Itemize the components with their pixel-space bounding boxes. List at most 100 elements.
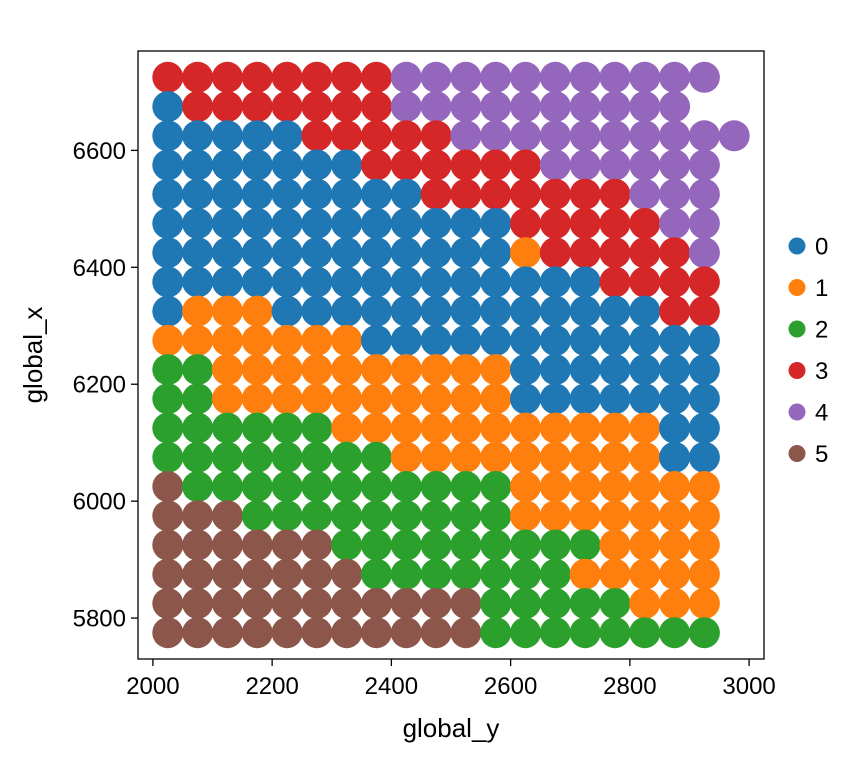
point-cluster-0 bbox=[211, 266, 243, 298]
legend-label-0: 0 bbox=[815, 234, 828, 261]
point-cluster-2 bbox=[510, 529, 542, 561]
point-cluster-3 bbox=[450, 178, 482, 210]
point-cluster-5 bbox=[211, 558, 243, 590]
point-cluster-1 bbox=[688, 529, 720, 561]
point-cluster-4 bbox=[539, 149, 571, 181]
point-cluster-2 bbox=[182, 441, 214, 473]
x-tick-label: 2600 bbox=[484, 673, 537, 700]
point-cluster-4 bbox=[659, 61, 691, 93]
point-cluster-4 bbox=[390, 91, 422, 123]
point-cluster-2 bbox=[360, 529, 392, 561]
point-cluster-0 bbox=[182, 207, 214, 239]
point-cluster-1 bbox=[152, 324, 184, 356]
point-cluster-3 bbox=[271, 91, 303, 123]
legend-label-3: 3 bbox=[815, 358, 828, 385]
point-cluster-4 bbox=[629, 149, 661, 181]
point-cluster-0 bbox=[539, 266, 571, 298]
point-cluster-1 bbox=[360, 383, 392, 415]
point-cluster-1 bbox=[241, 354, 273, 386]
point-cluster-2 bbox=[360, 500, 392, 532]
point-cluster-0 bbox=[152, 149, 184, 181]
point-cluster-1 bbox=[360, 354, 392, 386]
x-tick-label: 2200 bbox=[245, 673, 298, 700]
point-cluster-1 bbox=[420, 412, 452, 444]
point-cluster-1 bbox=[360, 412, 392, 444]
point-cluster-0 bbox=[271, 178, 303, 210]
point-cluster-0 bbox=[688, 324, 720, 356]
point-cluster-3 bbox=[629, 207, 661, 239]
point-cluster-5 bbox=[152, 529, 184, 561]
point-cluster-1 bbox=[569, 558, 601, 590]
point-cluster-3 bbox=[211, 61, 243, 93]
point-cluster-1 bbox=[659, 471, 691, 503]
point-cluster-3 bbox=[182, 61, 214, 93]
plot-frame bbox=[137, 50, 765, 660]
point-cluster-1 bbox=[450, 383, 482, 415]
y-tick-label: 6400 bbox=[73, 255, 126, 282]
point-cluster-3 bbox=[659, 266, 691, 298]
point-cluster-3 bbox=[420, 149, 452, 181]
point-cluster-1 bbox=[211, 295, 243, 327]
point-cluster-0 bbox=[241, 266, 273, 298]
point-cluster-1 bbox=[599, 500, 631, 532]
point-cluster-1 bbox=[569, 471, 601, 503]
point-cluster-2 bbox=[420, 471, 452, 503]
point-cluster-0 bbox=[182, 237, 214, 269]
point-cluster-5 bbox=[271, 587, 303, 619]
point-cluster-4 bbox=[659, 178, 691, 210]
point-cluster-3 bbox=[331, 91, 363, 123]
point-cluster-0 bbox=[211, 237, 243, 269]
point-cluster-3 bbox=[301, 120, 333, 152]
point-cluster-1 bbox=[659, 500, 691, 532]
point-cluster-3 bbox=[301, 61, 333, 93]
point-cluster-5 bbox=[182, 587, 214, 619]
point-cluster-3 bbox=[659, 237, 691, 269]
point-cluster-2 bbox=[211, 441, 243, 473]
point-cluster-0 bbox=[331, 149, 363, 181]
point-cluster-2 bbox=[569, 587, 601, 619]
point-cluster-4 bbox=[450, 120, 482, 152]
point-cluster-4 bbox=[688, 120, 720, 152]
point-cluster-0 bbox=[152, 91, 184, 123]
point-cluster-0 bbox=[301, 149, 333, 181]
point-cluster-1 bbox=[480, 383, 512, 415]
point-cluster-1 bbox=[688, 500, 720, 532]
point-cluster-1 bbox=[271, 354, 303, 386]
point-cluster-3 bbox=[241, 91, 273, 123]
point-cluster-0 bbox=[331, 237, 363, 269]
point-cluster-4 bbox=[480, 61, 512, 93]
point-cluster-4 bbox=[450, 91, 482, 123]
point-cluster-5 bbox=[390, 587, 422, 619]
point-cluster-3 bbox=[390, 120, 422, 152]
point-cluster-2 bbox=[420, 500, 452, 532]
point-cluster-0 bbox=[510, 266, 542, 298]
point-cluster-4 bbox=[599, 91, 631, 123]
point-cluster-0 bbox=[271, 266, 303, 298]
point-cluster-2 bbox=[301, 412, 333, 444]
point-cluster-3 bbox=[420, 178, 452, 210]
point-cluster-0 bbox=[271, 237, 303, 269]
point-cluster-0 bbox=[301, 237, 333, 269]
point-cluster-1 bbox=[629, 587, 661, 619]
point-cluster-1 bbox=[301, 383, 333, 415]
point-cluster-0 bbox=[360, 295, 392, 327]
point-cluster-3 bbox=[539, 237, 571, 269]
point-cluster-0 bbox=[629, 383, 661, 415]
point-cluster-3 bbox=[331, 61, 363, 93]
point-cluster-4 bbox=[569, 61, 601, 93]
point-cluster-4 bbox=[688, 178, 720, 210]
point-cluster-2 bbox=[569, 529, 601, 561]
point-cluster-0 bbox=[688, 412, 720, 444]
point-cluster-0 bbox=[271, 295, 303, 327]
point-cluster-1 bbox=[450, 412, 482, 444]
point-cluster-0 bbox=[539, 354, 571, 386]
point-cluster-5 bbox=[211, 617, 243, 649]
point-cluster-1 bbox=[569, 500, 601, 532]
point-cluster-0 bbox=[450, 266, 482, 298]
point-cluster-2 bbox=[301, 441, 333, 473]
point-cluster-3 bbox=[659, 295, 691, 327]
point-cluster-1 bbox=[271, 324, 303, 356]
x-tick-label: 2400 bbox=[365, 673, 418, 700]
point-cluster-1 bbox=[659, 558, 691, 590]
point-cluster-3 bbox=[360, 149, 392, 181]
